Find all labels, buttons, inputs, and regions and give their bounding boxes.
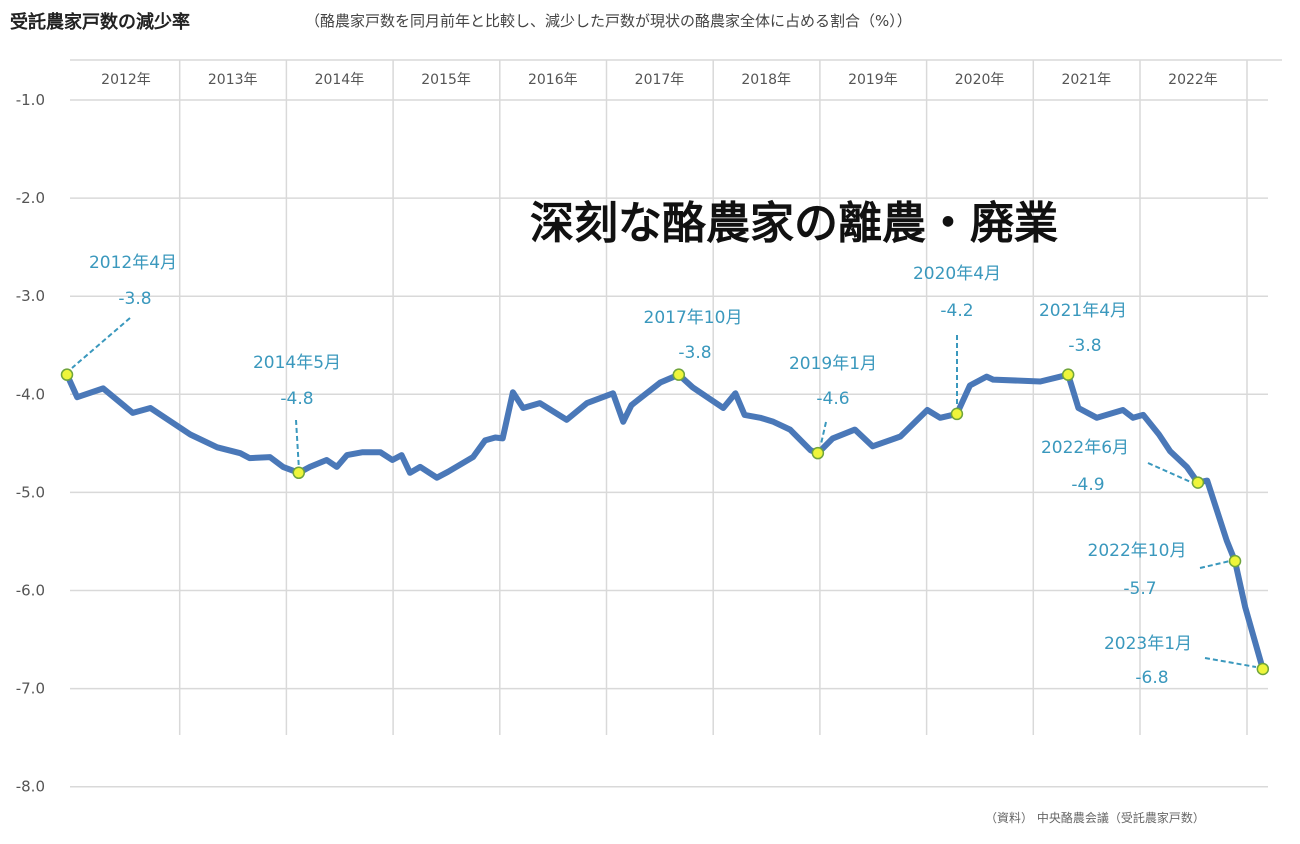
year-label: 2012年 xyxy=(101,72,151,88)
annotation-date: 2021年4月 xyxy=(1039,301,1127,321)
chart-title: 受託農家戸数の減少率 xyxy=(10,12,190,33)
series-line xyxy=(64,371,1266,672)
annotation-leader xyxy=(295,419,300,471)
data-point-marker xyxy=(672,368,686,381)
data-point-marker xyxy=(1228,554,1242,568)
annotation-value: -4.2 xyxy=(940,301,973,321)
annotation-leader xyxy=(71,317,131,369)
annotation-value: -6.8 xyxy=(1135,668,1168,688)
y-tick-label: -3.0 xyxy=(16,287,45,305)
y-tick-label: -8.0 xyxy=(16,778,45,796)
annotation-value: -4.9 xyxy=(1071,475,1104,495)
y-tick-label: -1.0 xyxy=(16,91,45,109)
data-point-marker xyxy=(60,368,74,381)
annotation-date: 2014年5月 xyxy=(253,353,341,373)
data-point-marker xyxy=(1191,476,1205,489)
y-tick-label: -7.0 xyxy=(16,680,45,698)
year-label: 2014年 xyxy=(315,72,365,88)
grid: -1.0 -2.0 -3.0 -4.0 -5.0 -6.0 -7.0 -8.0 2012年 201… xyxy=(16,59,1282,796)
annotation-date: 2019年1月 xyxy=(789,354,877,374)
headline-annotation: 深刻な酪農家の離農・廃業 xyxy=(530,198,1058,249)
year-label: 2017年 xyxy=(635,72,685,88)
annotation-leader xyxy=(1147,462,1194,484)
data-point-marker xyxy=(1256,662,1270,676)
data-point-marker xyxy=(292,466,305,480)
data-point-marker xyxy=(811,446,825,460)
year-label: 2013年 xyxy=(208,72,258,88)
data-point-marker xyxy=(950,407,964,421)
data-point-marker xyxy=(1061,368,1075,381)
annotation-leader xyxy=(1204,657,1257,668)
y-tick-label: -4.0 xyxy=(16,385,45,403)
annotation-leader xyxy=(820,421,827,445)
annotation-date: 2012年4月 xyxy=(89,253,177,273)
annotation-value: -4.6 xyxy=(816,389,849,409)
annotation-leader xyxy=(1199,560,1231,569)
annotation-value: -3.8 xyxy=(1068,336,1101,356)
annotation-value: -3.8 xyxy=(118,289,151,309)
y-tick-label: -6.0 xyxy=(16,582,45,600)
annotation-date: 2022年6月 xyxy=(1041,438,1129,458)
annotation-value: -3.8 xyxy=(678,343,711,363)
chart-subtitle: （酪農家戸数を同月前年と比較し、減少した戸数が現状の酪農家全体に占める割合（%）… xyxy=(305,12,912,30)
annotation-date: 2022年10月 xyxy=(1088,541,1187,561)
annotation-date: 2020年4月 xyxy=(913,264,1001,284)
annotation-value: -4.8 xyxy=(280,389,313,409)
year-label: 2021年 xyxy=(1061,72,1111,88)
annotation-date: 2017年10月 xyxy=(644,308,743,328)
y-tick-label: -5.0 xyxy=(16,483,45,501)
year-label: 2018年 xyxy=(741,72,791,88)
y-tick-label: -2.0 xyxy=(16,189,45,207)
source-note: （資料） 中央酪農会議（受託農家戸数） xyxy=(985,811,1205,825)
year-label: 2022年 xyxy=(1168,72,1218,88)
year-label: 2015年 xyxy=(421,72,471,88)
annotation-value: -5.7 xyxy=(1123,579,1156,599)
year-label: 2016年 xyxy=(528,72,578,88)
year-label: 2020年 xyxy=(955,72,1005,88)
annotation-date: 2023年1月 xyxy=(1104,634,1192,654)
year-label: 2019年 xyxy=(848,72,898,88)
